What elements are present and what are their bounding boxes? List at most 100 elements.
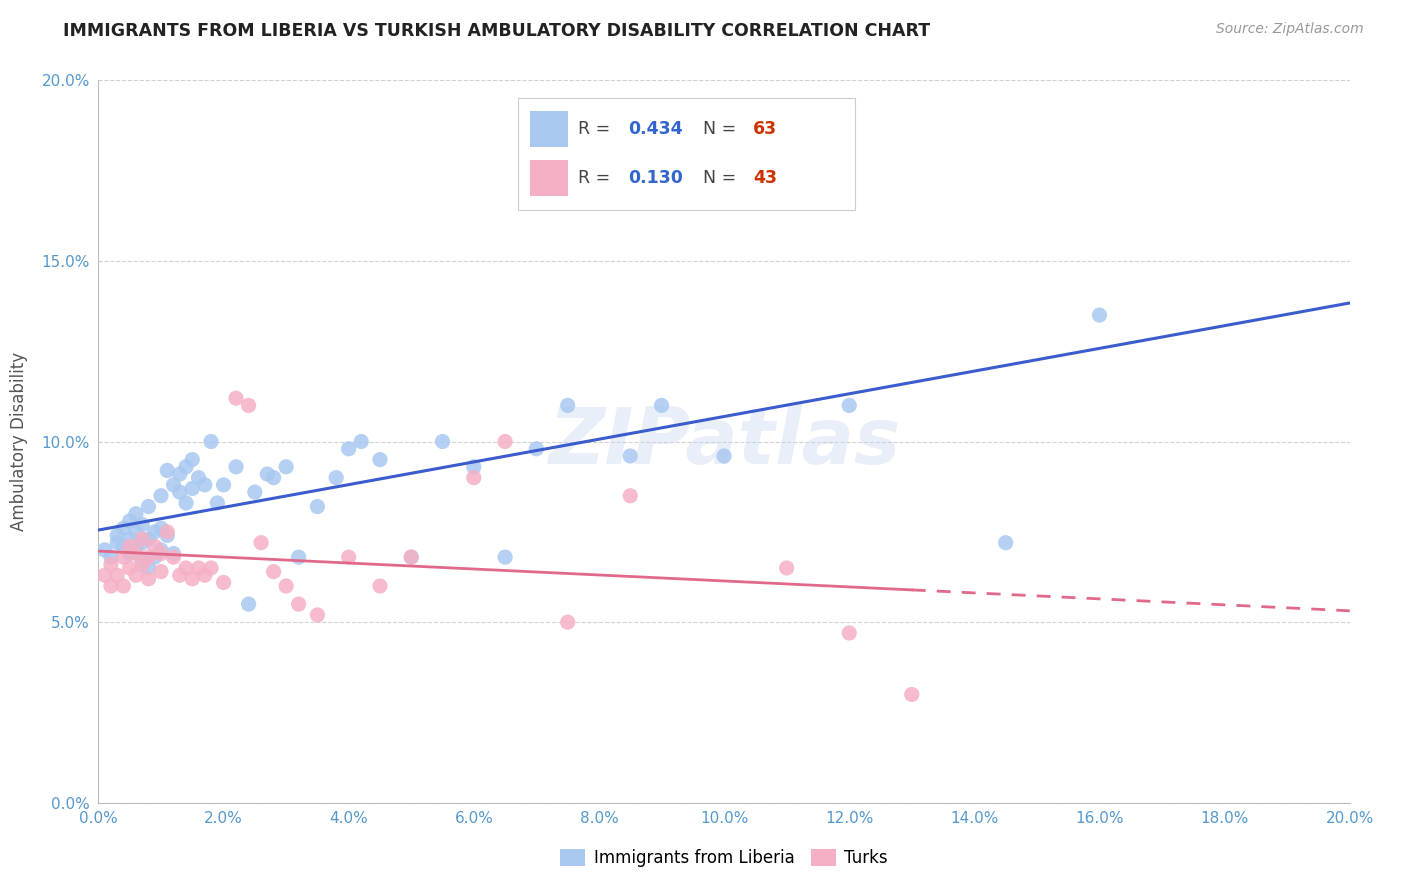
FancyBboxPatch shape [517, 98, 855, 211]
Point [212, 478, 235, 492]
Point [274, 579, 298, 593]
Point [112, 521, 135, 535]
Point [838, 398, 860, 412]
Point [105, 568, 128, 582]
Point [307, 607, 329, 622]
Point [200, 561, 222, 575]
Point [138, 500, 160, 514]
Point [125, 507, 148, 521]
Point [194, 478, 217, 492]
Text: R =: R = [578, 120, 616, 137]
Point [368, 452, 391, 467]
Point [105, 535, 128, 549]
Point [401, 550, 423, 565]
Point [194, 568, 217, 582]
Point [174, 496, 197, 510]
Point [131, 554, 153, 568]
Point [181, 572, 204, 586]
Point [156, 524, 179, 539]
Point [225, 459, 247, 474]
Point [187, 471, 209, 485]
Point [250, 535, 273, 549]
Point [162, 547, 184, 561]
Text: ZIPatlas: ZIPatlas [548, 403, 900, 480]
Point [150, 521, 173, 535]
Point [350, 434, 373, 449]
Text: 63: 63 [752, 120, 778, 137]
Point [557, 398, 579, 412]
Point [263, 565, 285, 579]
Point [274, 459, 298, 474]
FancyBboxPatch shape [530, 160, 568, 196]
Point [994, 535, 1017, 549]
Point [256, 467, 278, 481]
Point [307, 500, 329, 514]
Point [463, 459, 485, 474]
Point [118, 561, 141, 575]
Text: R =: R = [578, 169, 616, 186]
Point [200, 434, 222, 449]
Text: 0.130: 0.130 [627, 169, 682, 186]
FancyBboxPatch shape [530, 111, 568, 147]
Point [287, 597, 309, 611]
Point [138, 550, 160, 565]
Point [105, 528, 128, 542]
Point [325, 471, 347, 485]
Point [93, 542, 115, 557]
Point [125, 542, 148, 557]
Text: N =: N = [703, 169, 741, 186]
Point [162, 478, 184, 492]
Point [143, 524, 166, 539]
Point [494, 550, 516, 565]
Point [526, 442, 548, 456]
Point [138, 572, 160, 586]
Point [337, 442, 360, 456]
Point [181, 452, 204, 467]
Point [174, 459, 197, 474]
Point [838, 626, 860, 640]
Point [131, 517, 153, 532]
Point [100, 558, 122, 572]
Point [112, 550, 135, 565]
Point [238, 597, 260, 611]
Point [143, 539, 166, 553]
Text: 0.434: 0.434 [627, 120, 682, 137]
Point [125, 547, 148, 561]
Point [900, 687, 922, 701]
Point [125, 524, 148, 539]
Point [156, 528, 179, 542]
Point [138, 561, 160, 575]
Point [118, 514, 141, 528]
Point [1088, 308, 1111, 322]
Point [150, 542, 173, 557]
Point [432, 434, 454, 449]
Point [150, 489, 173, 503]
Point [287, 550, 309, 565]
Point [100, 579, 122, 593]
Point [619, 489, 641, 503]
Point [162, 550, 184, 565]
Point [776, 163, 799, 178]
Point [776, 561, 799, 575]
Text: 43: 43 [752, 169, 778, 186]
Point [112, 579, 135, 593]
Point [212, 575, 235, 590]
Point [150, 565, 173, 579]
Point [187, 561, 209, 575]
Point [131, 532, 153, 546]
Point [243, 485, 266, 500]
Point [112, 539, 135, 553]
Point [368, 579, 391, 593]
Point [93, 568, 115, 582]
Y-axis label: Ambulatory Disability: Ambulatory Disability [10, 352, 28, 531]
Point [174, 561, 197, 575]
Point [263, 471, 285, 485]
Point [131, 558, 153, 572]
Point [118, 547, 141, 561]
Point [207, 496, 229, 510]
Point [494, 434, 516, 449]
Point [169, 485, 191, 500]
Point [156, 463, 179, 477]
Point [169, 568, 191, 582]
Text: Source: ZipAtlas.com: Source: ZipAtlas.com [1216, 22, 1364, 37]
